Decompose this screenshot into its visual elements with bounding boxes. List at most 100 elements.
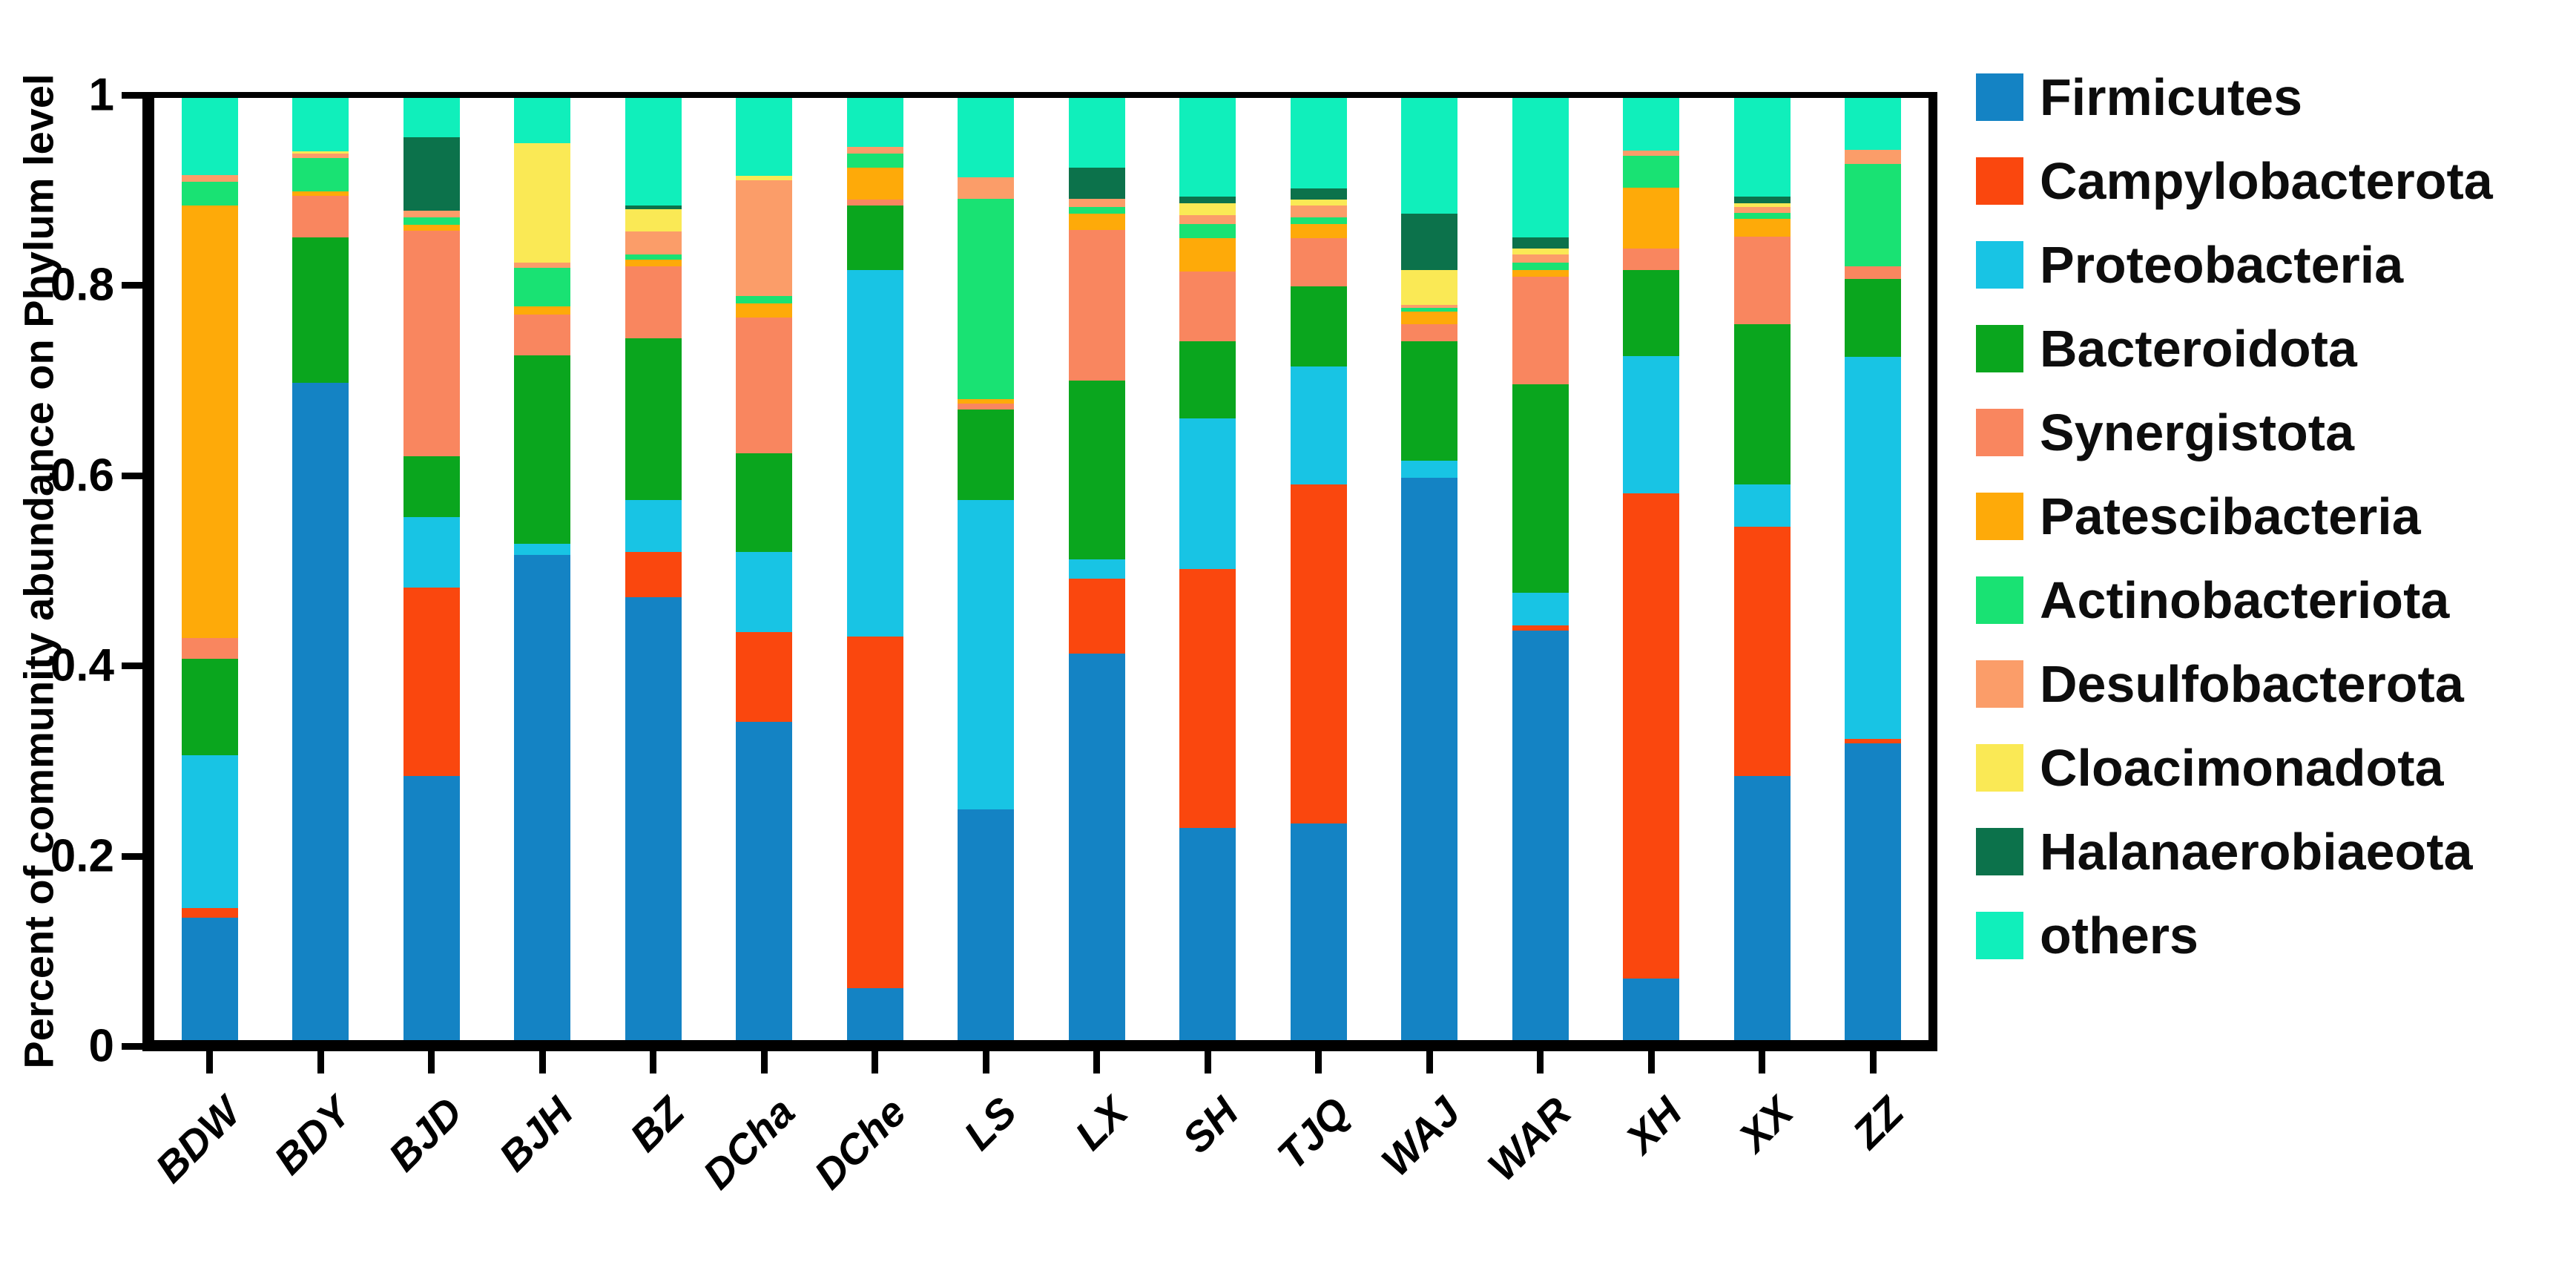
legend-swatch-Halanaerobiaeota xyxy=(1976,828,2023,875)
legend-label: Desulfobacterota xyxy=(2040,655,2464,713)
segment-DChe-others xyxy=(846,98,903,148)
segment-XH-Patescibacteria xyxy=(1623,187,1680,249)
segment-SH-others xyxy=(1179,98,1236,197)
segment-BDY-others xyxy=(292,98,349,152)
segment-XH-Synergistota xyxy=(1623,249,1680,271)
x-tick-mark xyxy=(982,1051,989,1073)
segment-XX-Actinobacteriota xyxy=(1733,212,1791,219)
segment-WAR-Firmicutes xyxy=(1512,630,1569,1040)
legend-label: Halanaerobiaeota xyxy=(2040,823,2473,881)
segment-BDW-Synergistota xyxy=(181,637,238,659)
segment-SH-Actinobacteriota xyxy=(1179,224,1236,239)
segment-XX-Halanaerobiaeota xyxy=(1733,197,1791,204)
segment-DChe-Bacteroidota xyxy=(846,205,903,271)
segment-WAJ-Bacteroidota xyxy=(1401,341,1458,461)
y-tick-label: 0.2 xyxy=(50,830,114,882)
segment-DCha-Cloacimonadota xyxy=(736,176,793,180)
segment-BJH-Bacteroidota xyxy=(514,355,571,544)
segment-BDW-Actinobacteriota xyxy=(181,182,238,206)
segment-XX-Cloacimonadota xyxy=(1733,203,1791,208)
segment-BZ-Firmicutes xyxy=(625,597,682,1040)
segment-ZZ-Synergistota xyxy=(1845,266,1902,279)
segment-BDW-others xyxy=(181,98,238,176)
segment-DCha-Patescibacteria xyxy=(736,303,793,318)
legend-label: Bacteroidota xyxy=(2040,320,2357,378)
legend-label: Firmicutes xyxy=(2040,68,2302,126)
bar-BDW xyxy=(181,98,238,1040)
segment-LX-Synergistota xyxy=(1068,229,1125,381)
x-tick-mark xyxy=(1647,1051,1655,1073)
segment-DChe-Desulfobacterota xyxy=(846,147,903,154)
segment-DCha-Synergistota xyxy=(736,317,793,453)
segment-BDW-Desulfobacterota xyxy=(181,175,238,183)
segment-DChe-Campylobacterota xyxy=(846,637,903,989)
segment-TJQ-Halanaerobiaeota xyxy=(1290,188,1347,200)
segment-ZZ-Proteobacteria xyxy=(1845,357,1902,739)
bar-ZZ xyxy=(1845,98,1902,1040)
segment-BJH-Proteobacteria xyxy=(514,543,571,555)
segment-DCha-Desulfobacterota xyxy=(736,180,793,296)
segment-DChe-Synergistota xyxy=(846,200,903,206)
segment-LX-Campylobacterota xyxy=(1068,578,1125,654)
segment-BDY-Cloacimonadota xyxy=(292,151,349,154)
segment-BJD-Actinobacteriota xyxy=(403,217,460,226)
segment-XX-Desulfobacterota xyxy=(1733,207,1791,213)
segment-LS-Firmicutes xyxy=(958,809,1015,1040)
x-tick-mark xyxy=(650,1051,657,1073)
segment-BJD-Patescibacteria xyxy=(403,225,460,231)
segment-BJH-Patescibacteria xyxy=(514,306,571,315)
segment-ZZ-Desulfobacterota xyxy=(1845,149,1902,164)
segment-WAJ-Firmicutes xyxy=(1401,477,1458,1040)
segment-XH-Actinobacteriota xyxy=(1623,155,1680,188)
x-tick-mark xyxy=(1204,1051,1211,1073)
legend-item-Halanaerobiaeota: Halanaerobiaeota xyxy=(1976,823,2473,881)
legend-swatch-Synergistota xyxy=(1976,409,2023,456)
segment-XH-Desulfobacterota xyxy=(1623,151,1680,156)
segment-BJD-Bacteroidota xyxy=(403,456,460,518)
y-tick-mark xyxy=(122,92,142,99)
segment-SH-Proteobacteria xyxy=(1179,418,1236,569)
x-tick-mark xyxy=(872,1051,879,1073)
segment-WAR-Desulfobacterota xyxy=(1512,254,1569,263)
segment-WAR-Actinobacteriota xyxy=(1512,263,1569,271)
segment-BZ-Proteobacteria xyxy=(625,500,682,553)
segment-DCha-others xyxy=(736,98,793,177)
segment-BZ-Halanaerobiaeota xyxy=(625,205,682,209)
segment-TJQ-Firmicutes xyxy=(1290,823,1347,1040)
segment-BJH-Desulfobacterota xyxy=(514,263,571,268)
legend-swatch-Patescibacteria xyxy=(1976,493,2023,540)
segment-BDY-Firmicutes xyxy=(292,382,349,1040)
segment-BJD-Desulfobacterota xyxy=(403,211,460,218)
legend-swatch-Firmicutes xyxy=(1976,73,2023,121)
segment-WAR-Synergistota xyxy=(1512,277,1569,385)
x-tick-mark xyxy=(206,1051,214,1073)
legend-item-Firmicutes: Firmicutes xyxy=(1976,68,2302,126)
segment-DChe-Actinobacteriota xyxy=(846,153,903,168)
legend-swatch-Proteobacteria xyxy=(1976,241,2023,289)
bar-LS xyxy=(958,98,1015,1040)
segment-BJH-Cloacimonadota xyxy=(514,143,571,263)
segment-BJD-Synergistota xyxy=(403,231,460,456)
legend-item-Cloacimonadota: Cloacimonadota xyxy=(1976,739,2444,797)
segment-LX-others xyxy=(1068,98,1125,168)
y-tick-mark xyxy=(122,1043,142,1050)
bar-LX xyxy=(1068,98,1125,1040)
segment-BDY-Desulfobacterota xyxy=(292,153,349,159)
legend-label: Cloacimonadota xyxy=(2040,739,2444,797)
x-tick-mark xyxy=(1869,1051,1877,1073)
segment-BDW-Campylobacterota xyxy=(181,908,238,918)
segment-SH-Campylobacterota xyxy=(1179,569,1236,829)
legend-item-Proteobacteria: Proteobacteria xyxy=(1976,236,2403,294)
segment-SH-Patescibacteria xyxy=(1179,238,1236,272)
segment-SH-Synergistota xyxy=(1179,271,1236,341)
segment-XX-Bacteroidota xyxy=(1733,323,1791,484)
segment-SH-Firmicutes xyxy=(1179,828,1236,1040)
segment-ZZ-Firmicutes xyxy=(1845,743,1902,1040)
legend-swatch-Actinobacteriota xyxy=(1976,576,2023,624)
segment-LX-Actinobacteriota xyxy=(1068,207,1125,214)
y-tick-label: 0.4 xyxy=(50,640,114,691)
segment-LX-Firmicutes xyxy=(1068,654,1125,1040)
segment-LX-Patescibacteria xyxy=(1068,214,1125,230)
segment-WAR-Cloacimonadota xyxy=(1512,249,1569,254)
bar-DCha xyxy=(736,98,793,1040)
